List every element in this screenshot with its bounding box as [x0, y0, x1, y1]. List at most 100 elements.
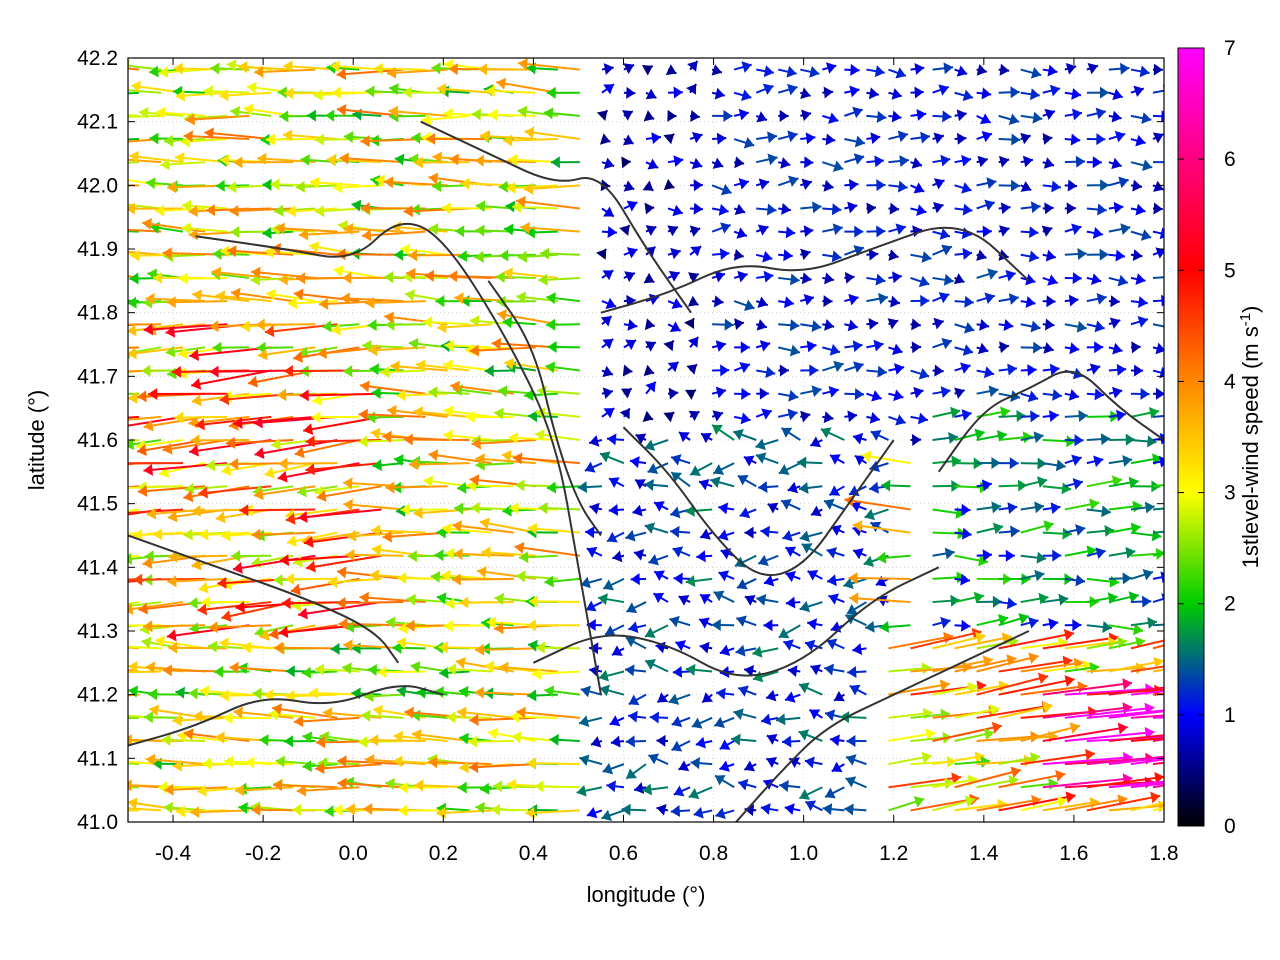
wind-vector-head — [387, 404, 397, 417]
wind-vector — [844, 319, 859, 332]
wind-vector — [315, 762, 382, 775]
wind-vector-head — [314, 663, 325, 676]
wind-vector — [784, 691, 801, 703]
wind-vector-head — [846, 735, 856, 748]
wind-vector-head — [831, 524, 842, 536]
wind-vector-head — [465, 411, 475, 424]
wind-vector — [322, 320, 360, 333]
wind-vector-head — [406, 593, 416, 606]
wind-vector — [998, 390, 1021, 402]
wind-vector — [711, 410, 724, 422]
wind-vector — [128, 462, 184, 465]
wind-vector-head — [96, 158, 105, 170]
wind-vector-head — [191, 394, 202, 407]
wind-vector — [822, 223, 843, 236]
wind-vector — [1064, 342, 1080, 355]
wind-vector — [525, 226, 558, 239]
wind-vector-head — [422, 316, 433, 329]
wind-vector-head — [1141, 112, 1152, 125]
wind-vector — [733, 362, 751, 374]
wind-vector — [976, 318, 990, 331]
wind-vector-shaft — [128, 415, 140, 419]
wind-vector — [129, 150, 184, 164]
wind-vector — [852, 520, 911, 534]
wind-vector — [270, 178, 316, 191]
wind-vector-head — [809, 709, 821, 720]
wind-vector — [954, 132, 967, 145]
wind-vector — [598, 669, 625, 682]
wind-vector-head — [670, 525, 680, 538]
wind-vector — [737, 474, 757, 488]
wind-vector-shaft — [343, 503, 404, 511]
wind-vector-head — [873, 339, 884, 352]
wind-vector — [778, 226, 796, 239]
wind-vector-head — [865, 620, 875, 633]
wind-vector-head — [790, 273, 800, 286]
wind-vector-head — [824, 319, 835, 331]
wind-vector-head — [138, 106, 149, 119]
wind-vector-head — [188, 687, 198, 700]
wind-vector — [844, 106, 863, 119]
wind-vector-head — [1158, 455, 1164, 468]
wind-vector — [1152, 180, 1164, 192]
wind-vector — [879, 620, 911, 633]
wind-vector — [932, 631, 986, 650]
wind-vector-head — [586, 806, 598, 819]
wind-vector-head — [950, 594, 960, 607]
wind-vector — [733, 248, 744, 261]
wind-vector-head — [737, 578, 748, 590]
wind-vector-shaft — [1042, 800, 1100, 812]
wind-vector — [787, 481, 801, 494]
wind-vector-head — [999, 225, 1010, 237]
wind-vector-head — [163, 134, 174, 147]
wind-vector — [623, 271, 636, 283]
wind-vector-head — [899, 155, 909, 168]
colorbar-tick-label: 6 — [1224, 148, 1236, 171]
wind-vector-head — [460, 177, 470, 190]
wind-vector-head — [143, 711, 154, 724]
wind-vector — [998, 113, 1020, 126]
wind-vector-shaft — [475, 457, 536, 465]
wind-vector-shaft — [954, 769, 1021, 789]
wind-vector-head — [100, 388, 109, 400]
wind-vector-head — [346, 529, 357, 542]
wind-vector — [1152, 227, 1164, 240]
wind-vector-head — [890, 295, 900, 308]
wind-vector-head — [118, 199, 128, 211]
wind-vector — [778, 462, 801, 475]
wind-vector — [546, 86, 580, 99]
wind-vector-head — [672, 546, 684, 558]
wind-vector-head — [1099, 86, 1109, 99]
wind-vector-head — [1122, 455, 1133, 467]
wind-vector — [826, 638, 845, 650]
wind-vector — [976, 292, 996, 305]
wind-vector-head — [866, 202, 876, 215]
wind-vector — [954, 409, 972, 421]
wind-vector — [844, 135, 866, 148]
wind-vector-head — [309, 241, 320, 254]
wind-vector-head — [840, 711, 850, 724]
wind-vector — [1042, 342, 1054, 354]
wind-vector-head — [1022, 431, 1033, 444]
wind-vector-head — [688, 410, 700, 422]
wind-vector-head — [1005, 269, 1016, 282]
wind-vector — [804, 756, 823, 769]
wind-vector-head — [823, 411, 834, 424]
wind-vector — [653, 570, 669, 582]
wind-vector-head — [424, 269, 435, 282]
wind-vector — [531, 667, 580, 680]
wind-vector — [625, 601, 647, 614]
wind-vector-head — [804, 756, 815, 769]
wind-vector-shaft — [191, 369, 272, 387]
wind-vector — [499, 661, 558, 674]
contour-line — [420, 120, 692, 314]
wind-vector-head — [230, 287, 241, 300]
wind-vector — [161, 733, 206, 746]
wind-vector-shaft — [1130, 714, 1164, 719]
wind-vector-head — [299, 389, 309, 402]
wind-vector — [800, 132, 816, 145]
wind-vector-head — [716, 687, 726, 700]
wind-vector-head — [739, 362, 750, 374]
wind-vector — [822, 411, 834, 424]
wind-vector-head — [734, 156, 745, 169]
